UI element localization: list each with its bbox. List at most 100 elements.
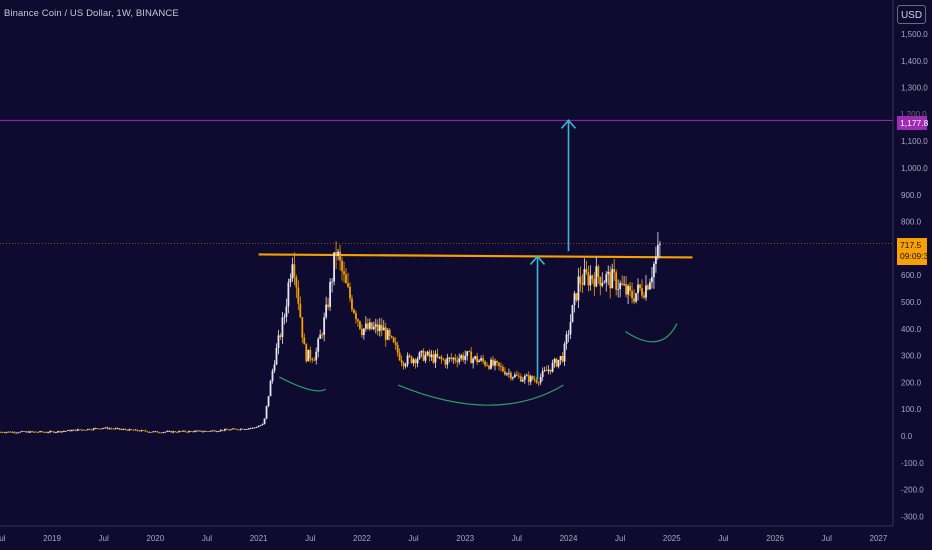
candle-body xyxy=(380,324,383,331)
candle-body xyxy=(239,428,242,430)
y-tick-label: 100.0 xyxy=(901,405,922,414)
candle-body xyxy=(658,243,661,245)
candle-body xyxy=(571,305,574,323)
candle-body xyxy=(174,431,177,433)
candle-body xyxy=(154,431,157,433)
candle-body xyxy=(215,431,218,433)
candle-body xyxy=(414,359,417,364)
candle-body xyxy=(341,260,343,272)
candle-body xyxy=(82,429,85,431)
candle-body xyxy=(190,431,192,432)
candle-body xyxy=(361,328,363,336)
candle-body xyxy=(257,426,260,428)
arrow-head xyxy=(529,255,546,265)
candle-body xyxy=(339,251,341,261)
y-tick-label: 300.0 xyxy=(901,352,922,361)
x-tick-label: 2019 xyxy=(43,534,61,543)
candle-body xyxy=(327,304,330,307)
candle-body xyxy=(323,317,326,335)
candle-body xyxy=(31,431,34,433)
price-axis: 1,500.0 1,400.0 1,300.0 1,100.0 1,000.0 900.0… xyxy=(892,0,928,526)
candle-body xyxy=(597,266,600,278)
candle-body xyxy=(357,319,359,322)
x-tick-label: Jul xyxy=(0,534,6,543)
candle-body xyxy=(325,304,328,318)
candle-body xyxy=(639,284,641,289)
candle-body xyxy=(539,376,542,383)
candle-body xyxy=(589,275,592,286)
candle-body xyxy=(124,429,127,430)
candle-body xyxy=(641,288,643,296)
candle-body xyxy=(456,360,459,363)
x-tick-label: 2024 xyxy=(560,534,578,543)
candle-body xyxy=(285,306,288,317)
candle-body xyxy=(527,375,530,382)
candle-body xyxy=(349,286,351,299)
candle-body xyxy=(104,427,107,429)
candle-body xyxy=(142,430,145,431)
y-tick-label: 900.0 xyxy=(901,191,922,200)
x-tick-label: 2020 xyxy=(146,534,164,543)
candle-body xyxy=(3,432,6,434)
candle-body xyxy=(152,431,155,433)
candle-body xyxy=(555,358,558,367)
candle-body xyxy=(223,429,226,431)
candle-body xyxy=(243,429,246,430)
candle-body xyxy=(1,431,4,433)
currency-button[interactable]: USD xyxy=(897,5,926,24)
candle-body xyxy=(35,431,38,433)
bar-countdown: 09:09:39 xyxy=(900,251,932,261)
candle-body xyxy=(198,430,200,432)
candle-body xyxy=(601,283,604,286)
candle-body xyxy=(347,283,349,287)
candle-body xyxy=(442,359,445,361)
candle-body xyxy=(106,427,109,429)
candle-body xyxy=(136,429,139,431)
candle-body xyxy=(41,431,43,432)
y-tick-label: 500.0 xyxy=(901,298,922,307)
candle-body xyxy=(607,271,610,275)
candle-body xyxy=(537,382,540,384)
candle-body xyxy=(653,263,655,278)
candle-body xyxy=(200,430,202,432)
x-tick-label: Jul xyxy=(718,534,728,543)
candle-body xyxy=(418,352,421,359)
candle-body xyxy=(474,356,477,359)
y-tick-label: 600.0 xyxy=(901,271,922,280)
candle-body xyxy=(33,431,36,433)
candle-body xyxy=(615,272,618,290)
candle-body xyxy=(392,337,395,343)
candle-body xyxy=(217,431,220,432)
candle-body xyxy=(297,287,300,304)
candle-body xyxy=(235,428,238,430)
candle-body xyxy=(331,281,334,283)
candle-body xyxy=(63,431,65,432)
candle-body xyxy=(541,371,544,377)
candle-body xyxy=(551,362,554,372)
candle-body xyxy=(146,431,149,433)
y-tick-label: 800.0 xyxy=(901,218,922,227)
candle-body xyxy=(444,359,447,365)
candle-body xyxy=(382,327,385,331)
candle-body xyxy=(617,289,620,290)
candle-body xyxy=(470,351,473,364)
candle-body xyxy=(577,276,580,301)
candle-body xyxy=(561,355,564,362)
candle-body xyxy=(130,429,133,430)
cup-curve xyxy=(397,384,564,406)
y-tick-label: 1,500.0 xyxy=(901,30,928,39)
candle-body xyxy=(543,370,546,372)
candle-body xyxy=(293,264,296,278)
candle-body xyxy=(19,431,22,433)
candle-body xyxy=(635,293,637,302)
target-price-badge: 1,177.8 xyxy=(897,116,928,130)
candle-body xyxy=(506,373,508,375)
candle-body xyxy=(116,428,119,430)
candle-body xyxy=(460,355,463,359)
candle-body xyxy=(400,360,403,363)
x-tick-label: 2025 xyxy=(663,534,681,543)
x-tick-label: Jul xyxy=(822,534,832,543)
candle-body xyxy=(303,337,306,345)
candle-body xyxy=(549,369,552,372)
